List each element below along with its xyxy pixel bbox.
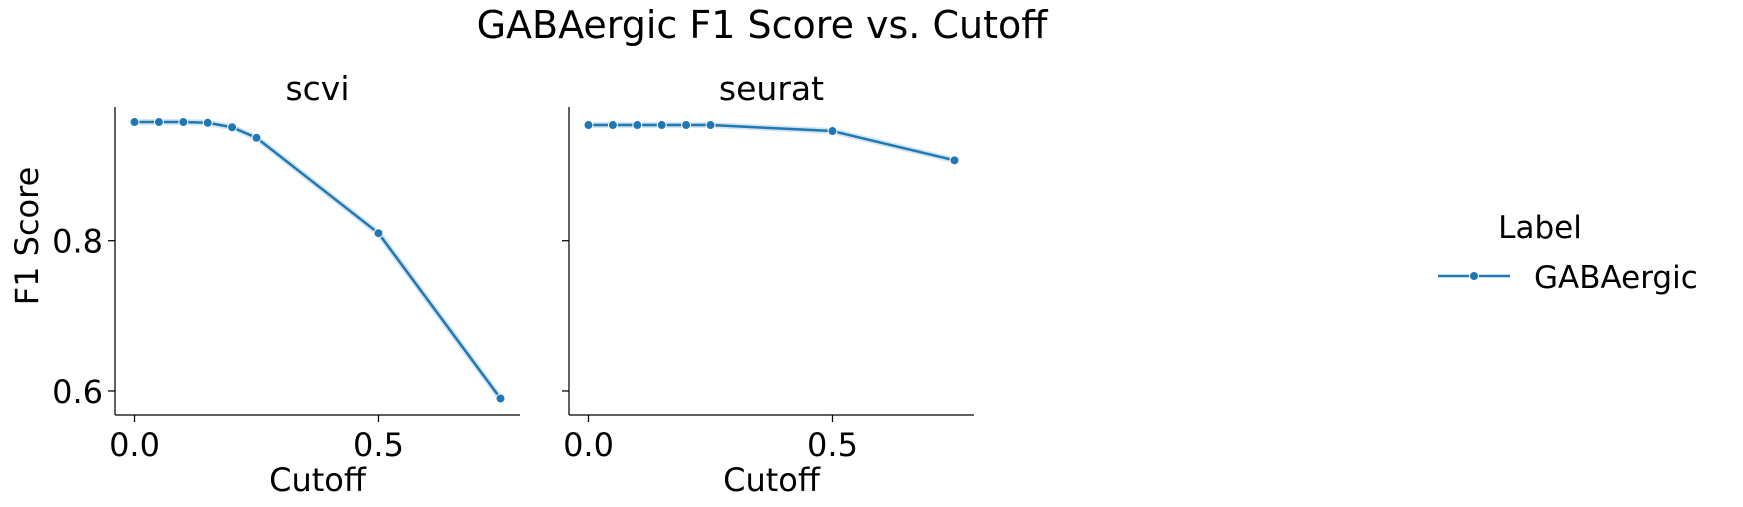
data-point xyxy=(705,120,716,131)
x-axis-label: Cutoff xyxy=(723,461,821,499)
data-point xyxy=(202,117,213,128)
series-ci-band xyxy=(134,119,503,401)
panel-title: scvi xyxy=(285,69,349,108)
legend-title: Label xyxy=(1498,210,1582,246)
data-point xyxy=(153,117,164,128)
figure-title: GABAergic F1 Score vs. Cutoff xyxy=(477,3,1049,47)
data-point xyxy=(227,122,238,133)
y-axis-label: F1 Score xyxy=(8,167,46,306)
data-point xyxy=(373,228,384,239)
data-point xyxy=(607,120,618,131)
x-tick-label: 0.5 xyxy=(353,426,404,464)
data-point xyxy=(251,132,262,143)
panel-title: seurat xyxy=(719,69,824,108)
data-point xyxy=(681,120,692,131)
data-point xyxy=(495,393,506,404)
y-tick-label: 0.6 xyxy=(52,373,103,411)
x-axis-label: Cutoff xyxy=(269,461,367,499)
series-line-GABAergic xyxy=(134,120,502,400)
data-point xyxy=(632,120,643,131)
panel-scvi: scvi 0.0 0.5 0.6 0.8 Cutoff xyxy=(52,69,520,499)
legend-entry-label: GABAergic xyxy=(1534,260,1698,296)
data-point xyxy=(129,117,140,128)
data-point xyxy=(583,120,594,131)
x-tick-label: 0.5 xyxy=(807,426,858,464)
y-tick-label: 0.8 xyxy=(52,223,103,261)
data-point xyxy=(949,155,960,166)
x-tick-label: 0.0 xyxy=(109,426,160,464)
legend-marker xyxy=(1469,271,1479,281)
x-tick-label: 0.0 xyxy=(563,426,614,464)
data-point xyxy=(178,117,189,128)
data-point xyxy=(827,126,838,137)
series-ci-band xyxy=(588,122,956,164)
data-point xyxy=(656,120,667,131)
legend: Label GABAergic xyxy=(1438,210,1698,296)
